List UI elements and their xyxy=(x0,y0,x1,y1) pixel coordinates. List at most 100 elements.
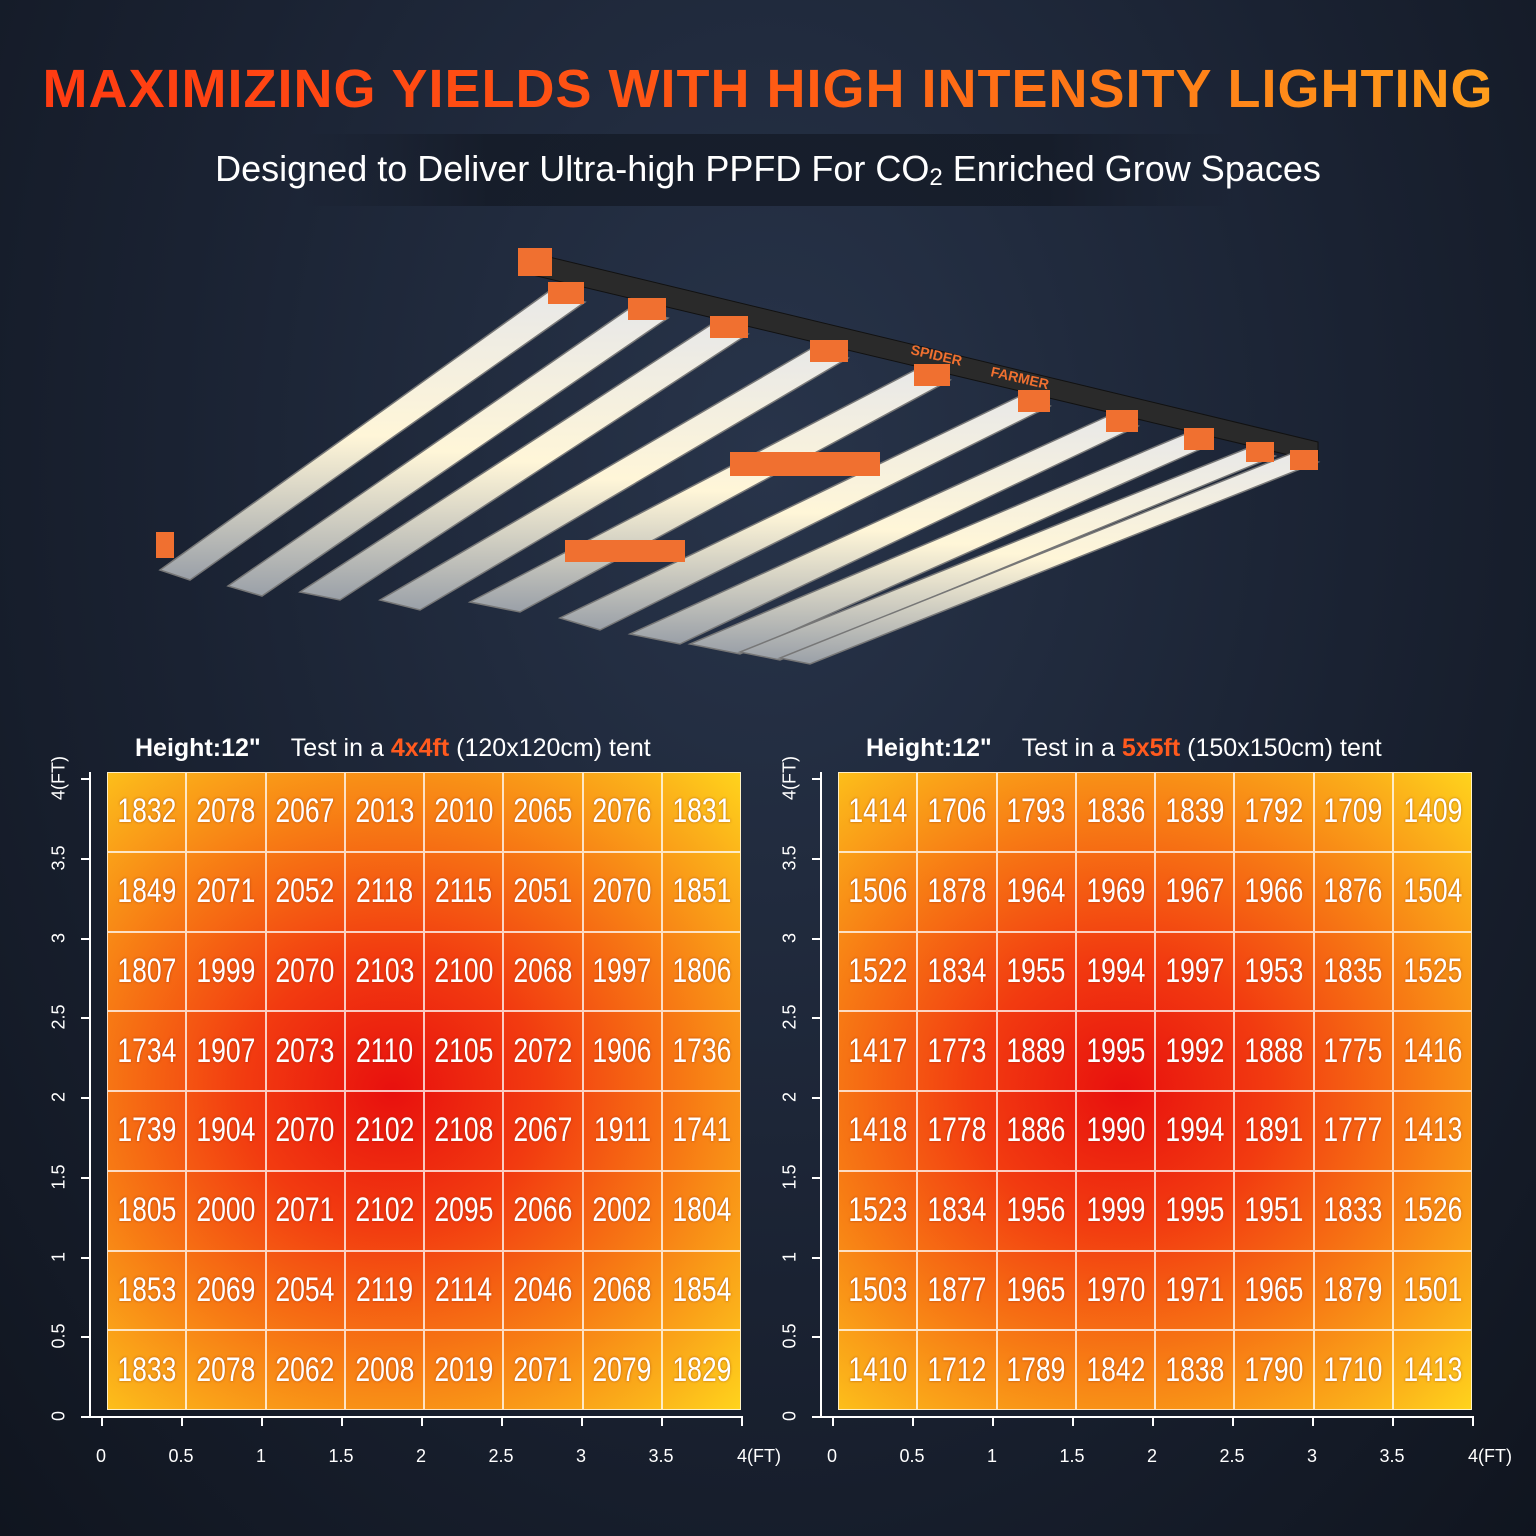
map-heading: Height:12" Test in a 4x4ft (120x120cm) te… xyxy=(135,734,651,763)
ppfd-cell: 1736 xyxy=(661,1011,741,1091)
ppfd-cell: 1849 xyxy=(107,851,187,932)
ppfd-cell: 2062 xyxy=(265,1330,345,1410)
x-tick-label: 2.5 xyxy=(1219,1446,1245,1466)
ppfd-value: 1775 xyxy=(1323,1031,1383,1070)
ppfd-cell: 1877 xyxy=(917,1250,997,1331)
ppfd-value: 1906 xyxy=(592,1031,652,1070)
ppfd-value: 2052 xyxy=(275,872,335,911)
y-tick xyxy=(812,1176,820,1179)
x-tick-label: 1.5 xyxy=(1059,1446,1085,1466)
y-tick xyxy=(812,778,820,780)
ppfd-cell: 2019 xyxy=(424,1330,504,1410)
height-label: Height:12" xyxy=(135,734,261,762)
ppfd-cell: 1907 xyxy=(186,1011,266,1091)
ppfd-value: 1790 xyxy=(1244,1350,1304,1389)
ppfd-value: 1414 xyxy=(848,792,908,831)
x-tick-label: 0 xyxy=(826,1446,838,1466)
ppfd-value: 2073 xyxy=(275,1031,335,1070)
y-axis xyxy=(89,772,91,1416)
subtitle: Designed to Deliver Ultra-high PPFD For … xyxy=(0,148,1536,191)
test-prefix: Test in a xyxy=(290,734,384,762)
ppfd-value: 1523 xyxy=(848,1191,908,1230)
ppfd-value: 1964 xyxy=(1006,872,1066,911)
x-tick xyxy=(261,1416,263,1426)
ppfd-value: 1807 xyxy=(117,951,177,990)
ppfd-cell: 1417 xyxy=(838,1011,918,1091)
y-tick-label: 2.5 xyxy=(779,1004,800,1030)
ppfd-cell: 1971 xyxy=(1155,1250,1235,1331)
ppfd-value: 1777 xyxy=(1323,1111,1383,1150)
ppfd-cell: 1416 xyxy=(1392,1011,1472,1091)
ppfd-value: 2046 xyxy=(513,1270,573,1309)
ppfd-cell: 1997 xyxy=(582,931,662,1012)
ppfd-cell: 1888 xyxy=(1234,1011,1314,1091)
ppfd-value: 1506 xyxy=(848,872,908,911)
ppfd-value: 2054 xyxy=(275,1270,335,1309)
ppfd-value: 1907 xyxy=(196,1031,256,1070)
x-tick-label: 3 xyxy=(1306,1446,1318,1466)
ppfd-cell: 1793 xyxy=(996,772,1076,852)
ppfd-cell: 1792 xyxy=(1234,772,1314,852)
y-tick xyxy=(812,1017,820,1020)
x-tick-label: 3 xyxy=(575,1446,587,1466)
ppfd-value: 2119 xyxy=(355,1270,413,1309)
ppfd-value: 1417 xyxy=(848,1031,908,1070)
ppfd-value: 2067 xyxy=(275,792,335,831)
ppfd-cell: 1834 xyxy=(917,931,997,1012)
y-tick-label: 2 xyxy=(48,1091,69,1103)
y-tick xyxy=(81,937,89,940)
map-heading: Height:12" Test in a 5x5ft (150x150cm) te… xyxy=(866,734,1382,763)
ppfd-value: 2071 xyxy=(513,1350,573,1389)
ppfd-cell: 1789 xyxy=(996,1330,1076,1410)
ppfd-cell: 1906 xyxy=(582,1011,662,1091)
ppfd-cell: 1990 xyxy=(1075,1091,1155,1171)
y-tick xyxy=(81,1416,89,1418)
ppfd-value: 1886 xyxy=(1006,1111,1066,1150)
ppfd-value: 1804 xyxy=(671,1191,731,1230)
ppfd-cell: 1778 xyxy=(917,1091,997,1171)
ppfd-value: 1522 xyxy=(848,951,908,990)
ppfd-value: 2115 xyxy=(435,872,493,911)
ppfd-cell: 2103 xyxy=(344,931,424,1012)
ppfd-value: 1416 xyxy=(1402,1031,1462,1070)
ppfd-value: 2065 xyxy=(513,792,573,831)
x-tick-label: 1.5 xyxy=(328,1446,354,1466)
ppfd-value: 1965 xyxy=(1244,1270,1304,1309)
ppfd-cell: 2052 xyxy=(265,851,345,932)
ppfd-cell: 2068 xyxy=(582,1250,662,1331)
ppfd-value: 2068 xyxy=(592,1270,652,1309)
ppfd-cell: 1966 xyxy=(1234,851,1314,932)
ppfd-cell: 1409 xyxy=(1392,772,1472,852)
ppfd-value: 2072 xyxy=(513,1031,573,1070)
ppfd-cell: 1838 xyxy=(1155,1330,1235,1410)
tent-size: 5x5ft xyxy=(1121,734,1181,762)
ppfd-value: 1834 xyxy=(927,1191,987,1230)
ppfd-value: 1971 xyxy=(1165,1270,1225,1309)
ppfd-value: 1418 xyxy=(848,1111,908,1150)
x-tick-label: 2 xyxy=(415,1446,427,1466)
ppfd-value: 2002 xyxy=(592,1191,652,1230)
y-tick xyxy=(812,937,820,940)
ppfd-cell: 1995 xyxy=(1155,1170,1235,1251)
ppfd-value: 2102 xyxy=(354,1191,414,1230)
x-tick-label: 0.5 xyxy=(899,1446,925,1466)
ppfd-cell: 1503 xyxy=(838,1250,918,1331)
ppfd-cell: 1734 xyxy=(107,1011,187,1091)
ppfd-value: 1994 xyxy=(1085,951,1145,990)
ppfd-value: 2100 xyxy=(434,951,494,990)
ppfd-cell: 1526 xyxy=(1392,1170,1472,1251)
x-tick xyxy=(912,1416,914,1426)
y-axis xyxy=(820,772,822,1416)
y-tick xyxy=(812,1097,820,1099)
ppfd-value: 1839 xyxy=(1165,792,1225,831)
y-tick-label: 3 xyxy=(779,932,800,943)
ppfd-value: 1805 xyxy=(117,1191,177,1230)
ppfd-cell: 2102 xyxy=(344,1170,424,1251)
ppfd-value: 2069 xyxy=(196,1270,256,1309)
x-tick xyxy=(661,1416,663,1426)
y-tick xyxy=(812,857,820,860)
ppfd-value: 1410 xyxy=(848,1350,908,1389)
y-tick-label: 0 xyxy=(779,1410,800,1422)
y-tick-label: 1 xyxy=(779,1251,800,1262)
